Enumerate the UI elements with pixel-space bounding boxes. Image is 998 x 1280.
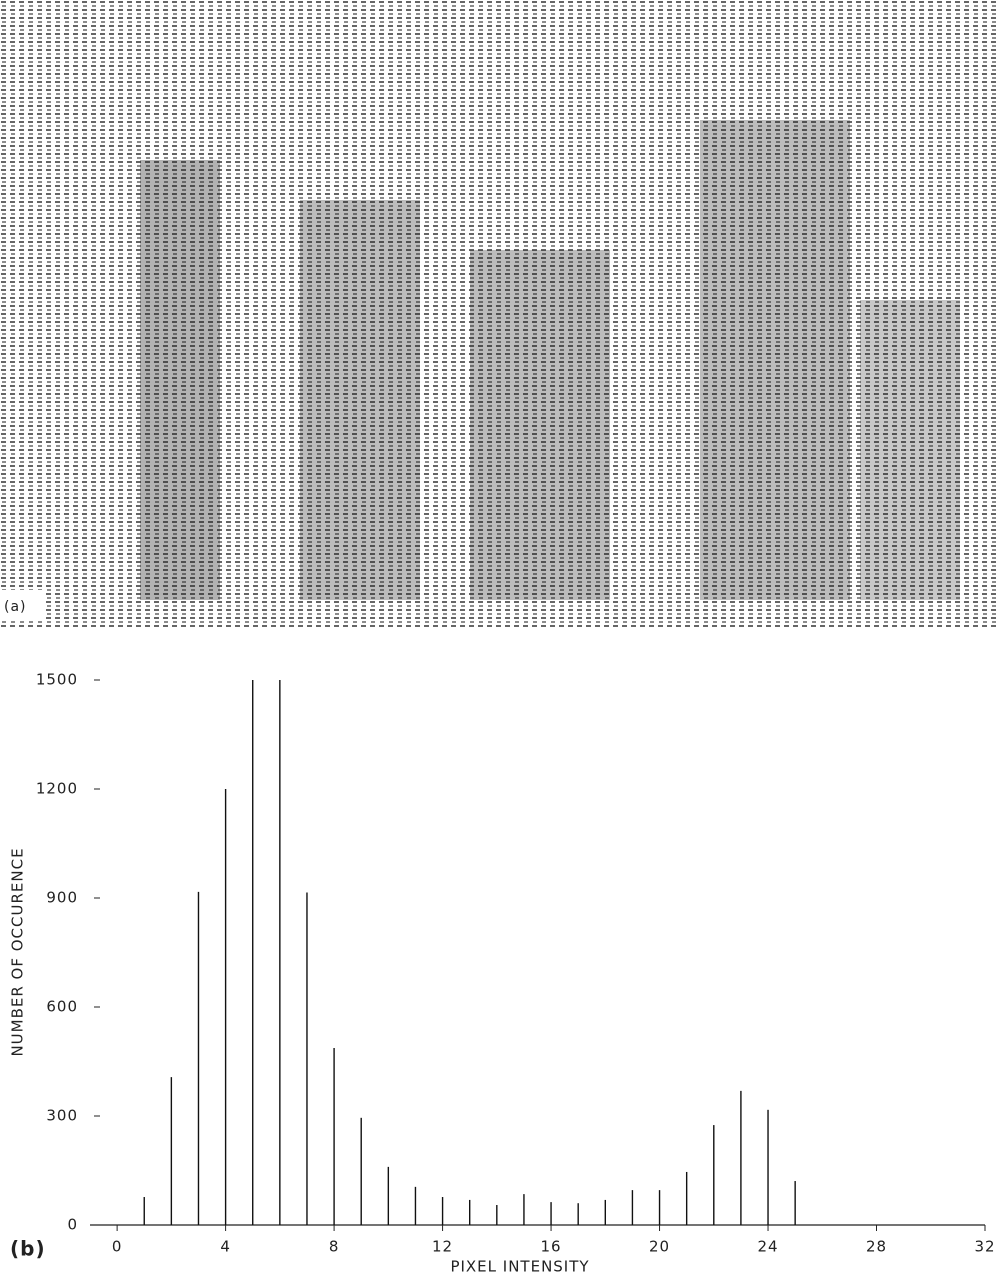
x-tick-label: 0	[112, 1238, 123, 1256]
x-tick-label: 28	[866, 1238, 887, 1256]
printout-image: (a)	[0, 0, 998, 628]
y-tick-label: 1200	[36, 780, 78, 798]
y-tick-label: 1500	[36, 671, 78, 689]
y-tick-label: 600	[46, 998, 78, 1016]
x-tick-label: 4	[220, 1238, 231, 1256]
x-tick-label: 12	[432, 1238, 453, 1256]
x-axis-label: PIXEL INTENSITY	[450, 1258, 589, 1276]
x-tick-label: 32	[974, 1238, 995, 1256]
y-tick-label: 300	[46, 1107, 78, 1125]
x-tick-label: 16	[541, 1238, 562, 1256]
panel-label: (a)	[4, 599, 27, 615]
y-tick-label: 900	[46, 889, 78, 907]
y-tick-label: 0	[67, 1216, 78, 1234]
x-tick-label: 20	[649, 1238, 670, 1256]
panel-label: (b)	[10, 1237, 46, 1261]
x-tick-label: 24	[757, 1238, 778, 1256]
y-axis-label: NUMBER OF OCCURENCE	[9, 847, 27, 1056]
x-tick-label: 8	[329, 1238, 340, 1256]
